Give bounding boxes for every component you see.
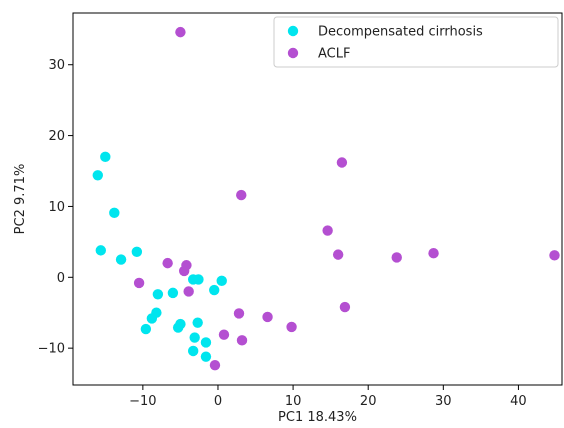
legend-label: ACLF xyxy=(318,47,350,62)
data-point-aclf xyxy=(175,26,186,38)
data-point-decompensated-cirrhosis xyxy=(131,246,143,257)
data-point-decompensated-cirrhosis xyxy=(109,207,120,219)
legend-marker xyxy=(287,47,299,59)
plot-frame xyxy=(72,12,563,386)
data-point-aclf xyxy=(336,157,348,168)
data-point-aclf xyxy=(549,250,560,261)
data-point-aclf xyxy=(428,248,439,259)
data-point-decompensated-cirrhosis xyxy=(200,351,212,362)
legend-label: Decompensated cirrhosis xyxy=(318,25,483,40)
data-point-aclf xyxy=(236,189,247,201)
data-point-decompensated-cirrhosis xyxy=(209,284,220,296)
plot-area xyxy=(92,26,560,371)
data-point-aclf xyxy=(233,308,245,319)
data-point-decompensated-cirrhosis xyxy=(193,274,204,285)
data-point-aclf xyxy=(218,329,230,340)
legend-marker xyxy=(287,25,299,37)
data-point-decompensated-cirrhosis xyxy=(95,245,106,256)
data-point-decompensated-cirrhosis xyxy=(189,332,200,343)
data-point-decompensated-cirrhosis xyxy=(146,313,158,324)
y-tick-label: −10 xyxy=(38,342,65,357)
data-point-aclf xyxy=(391,252,402,263)
data-point-decompensated-cirrhosis xyxy=(115,254,127,265)
x-tick-label: 40 xyxy=(510,394,527,409)
y-axis-label: PC2 9.71% xyxy=(13,164,28,235)
data-point-decompensated-cirrhosis xyxy=(92,170,103,181)
x-tick-label: 20 xyxy=(360,394,377,409)
data-point-aclf xyxy=(236,335,248,346)
data-point-aclf xyxy=(162,257,173,269)
data-point-aclf xyxy=(332,249,344,260)
data-point-decompensated-cirrhosis xyxy=(140,323,152,335)
x-tick-label: 30 xyxy=(435,394,452,409)
data-point-decompensated-cirrhosis xyxy=(187,345,199,357)
data-point-aclf xyxy=(133,277,145,289)
data-point-aclf xyxy=(286,321,297,333)
axes: −10 0 10 20 30 40 −10 0 10 20 30 xyxy=(38,12,563,409)
data-point-aclf xyxy=(322,225,333,236)
y-tick-label: 0 xyxy=(57,271,65,286)
data-point-decompensated-cirrhosis xyxy=(216,275,227,287)
data-point-aclf xyxy=(339,301,351,313)
y-tick-label: 30 xyxy=(48,58,65,73)
y-tick-label: 20 xyxy=(48,129,65,144)
data-point-aclf xyxy=(181,260,192,271)
data-point-decompensated-cirrhosis xyxy=(100,151,111,163)
data-point-aclf xyxy=(262,311,273,323)
legend-box xyxy=(273,16,559,68)
legend: Decompensated cirrhosis ACLF xyxy=(273,16,559,68)
data-point-aclf xyxy=(183,286,194,297)
x-axis-label: PC1 18.43% xyxy=(278,410,357,425)
data-point-decompensated-cirrhosis xyxy=(172,322,184,333)
x-tick-label: 0 xyxy=(214,394,222,409)
x-tick-label: −10 xyxy=(129,394,156,409)
x-tick-label: 10 xyxy=(285,394,302,409)
data-point-aclf xyxy=(209,359,221,371)
data-point-decompensated-cirrhosis xyxy=(152,289,164,300)
data-point-decompensated-cirrhosis xyxy=(192,317,203,328)
data-point-decompensated-cirrhosis xyxy=(167,287,179,299)
y-tick-label: 10 xyxy=(48,200,65,215)
data-point-decompensated-cirrhosis xyxy=(200,337,212,348)
